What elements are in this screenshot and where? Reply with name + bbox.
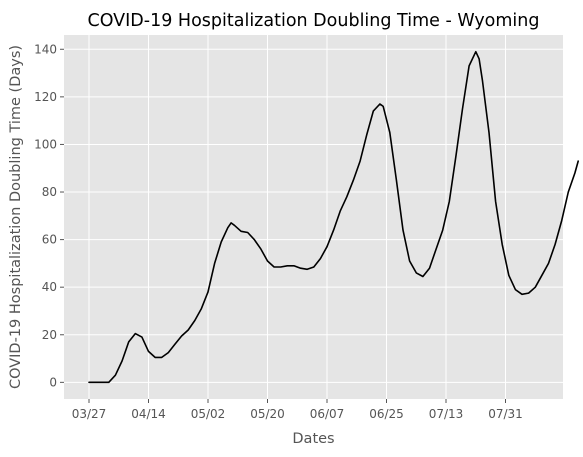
y-tick-label: 40 — [42, 280, 57, 294]
y-tick-label: 140 — [34, 42, 57, 56]
x-axis-label: Dates — [292, 431, 334, 447]
x-tick-label: 05/02 — [191, 407, 226, 421]
x-tick-label: 06/25 — [369, 407, 404, 421]
x-tick-label: 06/07 — [310, 407, 345, 421]
chart-title: COVID-19 Hospitalization Doubling Time -… — [87, 11, 539, 31]
plot-background — [64, 35, 563, 399]
x-tick-label: 04/14 — [131, 407, 166, 421]
y-axis-label: COVID-19 Hospitalization Doubling Time (… — [8, 45, 24, 389]
x-tick-label: 03/27 — [72, 407, 107, 421]
y-tick-label: 120 — [34, 90, 57, 104]
y-tick-label: 60 — [42, 233, 57, 247]
y-tick-label: 20 — [42, 328, 57, 342]
x-tick-label: 05/20 — [250, 407, 285, 421]
y-tick-label: 80 — [42, 185, 57, 199]
series-line — [88, 50, 580, 384]
x-tick-label: 07/13 — [429, 407, 464, 421]
y-tick-label: 0 — [49, 375, 57, 389]
y-tick-label: 100 — [34, 137, 57, 151]
x-tick-label: 07/31 — [488, 407, 523, 421]
